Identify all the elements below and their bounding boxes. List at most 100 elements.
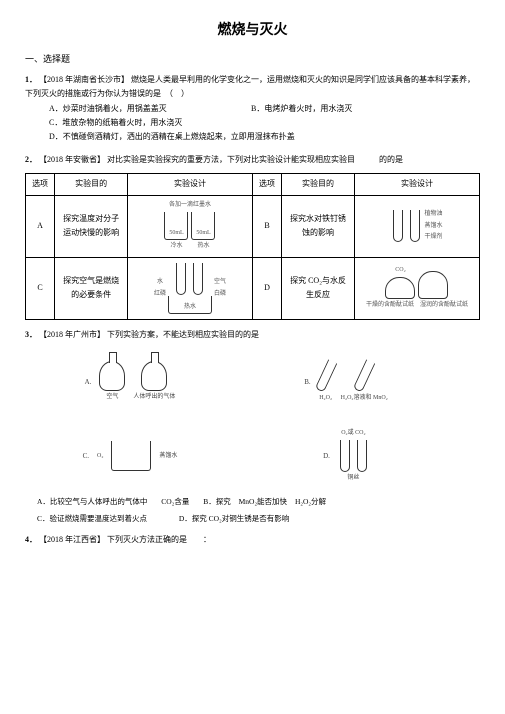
test-tube-icon [353, 359, 376, 392]
cell-b-design: 植物油 蒸馏水 干燥剂 [354, 195, 479, 257]
label-ink: 各加一滴红墨水 [169, 200, 211, 211]
q1-a-text: A．炒菜时油锅着火，用锅盖盖灭 [49, 102, 249, 116]
label-water: 蒸馏水 [424, 221, 442, 232]
th-opt2: 选项 [252, 174, 281, 195]
q4-source: 【2018 年江西省】 [39, 535, 105, 544]
beaker-icon: 热水 [168, 296, 212, 314]
label-redp: 红磷 [154, 289, 166, 300]
label-air: 空气 [106, 392, 118, 403]
diag-tag: B. [304, 376, 310, 389]
test-tube-icon [193, 263, 203, 295]
label-dry: 干燥剂 [424, 232, 442, 243]
q3-source: 【2018 年广州市】 [39, 330, 105, 339]
q3-num: 3． [25, 330, 37, 339]
th-design: 实验设计 [128, 174, 253, 195]
q3-opt-d: D．探究 CO₂对铜生锈是否有影响 [179, 514, 289, 523]
q3-opt-a2: CO₂含量 [161, 497, 189, 506]
cell-a-purpose: 探究温度对分子运动快慢的影响 [55, 195, 128, 257]
label-whitep: 白磷 [214, 289, 226, 300]
label-hot: 热水 [197, 241, 209, 252]
q1-opt-d: D．不慎碰倒酒精灯，洒出的酒精在桌上燃烧起来，立即用湿抹布扑盖 [25, 130, 480, 144]
table-row: A 探究温度对分子运动快慢的影响 各加一滴红墨水 50mL 冷水 50mL 热水 [26, 195, 480, 257]
label-h2o2: H₂O₂ [319, 393, 332, 404]
beaker-icon [111, 441, 151, 471]
question-1: 1． 【2018 年湖南省长沙市】 燃烧是人类最早利用的化学变化之一，运用燃烧和… [25, 73, 480, 145]
q1-b-text: B．电烤炉着火时，用水浇灭 [251, 104, 352, 113]
label-copper: 铜丝 [347, 473, 359, 484]
q1-source: 【2018 年湖南省长沙市】 [39, 75, 129, 84]
diag-tag: C. [83, 450, 89, 463]
q3-options-row2: C．验证燃烧需要温度达到着火点 D．探究 CO₂对铜生锈是否有影响 [25, 513, 480, 526]
jar-icon [385, 277, 415, 299]
q4-stem: 下列灭火方法正确的是 ： [107, 535, 211, 544]
beaker-label: 50mL [169, 228, 183, 239]
q3-diagram-b: B. H₂O₂ H₂O₂溶液和 MnO₂ [241, 348, 451, 416]
th-purpose2: 实验目的 [282, 174, 355, 195]
q2-num: 2． [25, 155, 37, 164]
label-cold: 冷水 [170, 241, 182, 252]
cell-d-opt: D [252, 257, 281, 319]
diag-tag: A. [85, 376, 92, 389]
question-4: 4． 【2018 年江西省】 下列灭火方法正确的是 ： [25, 533, 480, 547]
label-o2co2: O₂或 CO₂ [341, 428, 365, 439]
q4-num: 4． [25, 535, 37, 544]
th-design2: 实验设计 [354, 174, 479, 195]
beaker-label: 50mL [196, 228, 210, 239]
cell-b-opt: B [252, 195, 281, 257]
q3-diagram-c: C. O₂ 蒸馏水 [25, 422, 235, 490]
label-hotwater: 热水 [184, 302, 196, 313]
cell-b-purpose: 探究水对铁钉锈蚀的影响 [282, 195, 355, 257]
q2-table: 选项 实验目的 实验设计 选项 实验目的 实验设计 A 探究温度对分子运动快慢的… [25, 173, 480, 319]
label-dry-paper: 干燥的含酚酞试纸 [366, 300, 414, 311]
table-row: C 探究空气是燃烧的必要条件 水 红磷 热水 空气 白磷 [26, 257, 480, 319]
beaker-icon: 50mL [191, 212, 215, 240]
cell-a-design: 各加一滴红墨水 50mL 冷水 50mL 热水 [128, 195, 253, 257]
test-tube-icon [340, 440, 350, 472]
flask-icon [99, 361, 125, 391]
cell-c-purpose: 探究空气是燃烧的必要条件 [55, 257, 128, 319]
cell-a-opt: A [26, 195, 55, 257]
q3-stem: 下列实验方案，不能达到相应实验目的的是 [107, 330, 259, 339]
label-distilled: 蒸馏水 [159, 451, 177, 462]
label-oil: 植物油 [424, 209, 442, 220]
th-purpose: 实验目的 [55, 174, 128, 195]
q2-stem: 对比实验是实验探究的重要方法，下列对比实验设计能实现相应实验目 的的是 [107, 155, 403, 164]
q3-opt-a: A．比较空气与人体呼出的气体中 [37, 497, 147, 506]
test-tube-icon [357, 440, 367, 472]
q3-opt-b: B．探究 [203, 497, 231, 506]
cell-c-design: 水 红磷 热水 空气 白磷 [128, 257, 253, 319]
jar-icon [418, 271, 448, 299]
label-wet-paper: 湿润的含酚酞试纸 [420, 300, 468, 311]
question-3: 3． 【2018 年广州市】 下列实验方案，不能达到相应实验目的的是 A. 空气… [25, 328, 480, 526]
label-water: 水 [157, 277, 163, 288]
q3-diagram-a: A. 空气 人体呼出的气体 [25, 348, 235, 416]
flask-icon [141, 361, 167, 391]
label-co2: CO₂ [395, 265, 405, 276]
test-tube-icon [314, 359, 337, 392]
q3-diagram-d: D. O₂或 CO₂ 铜丝 [241, 422, 451, 490]
q2-source: 【2018 年安徽省】 [39, 155, 105, 164]
q3-opt-c: C．验证燃烧需要温度达到着火点 [37, 514, 147, 523]
q3-options-row1: A．比较空气与人体呼出的气体中 CO₂含量 B．探究 MnO₂能否加快 H₂O₂… [25, 496, 480, 509]
test-tube-icon [393, 210, 403, 242]
q1-num: 1． [25, 75, 37, 84]
label-breath: 人体呼出的气体 [133, 392, 175, 403]
cell-d-design: CO₂ 干燥的含酚酞试纸 湿润的含酚酞试纸 [354, 257, 479, 319]
diag-tag: D. [323, 450, 330, 463]
label-h2o2-mno2: H₂O₂溶液和 MnO₂ [341, 393, 388, 404]
test-tube-icon [176, 263, 186, 295]
q1-opt-c: C．堆放杂物的纸箱着火时，用水浇灭 [25, 116, 480, 130]
test-tube-icon [410, 210, 420, 242]
cell-c-opt: C [26, 257, 55, 319]
page-title: 燃烧与灭火 [25, 20, 480, 42]
q1-opt-a: A．炒菜时油锅着火，用锅盖盖灭 B．电烤炉着火时，用水浇灭 [25, 102, 480, 116]
beaker-icon: 50mL [164, 212, 188, 240]
q3-opt-b2: MnO₂能否加快 [239, 497, 287, 506]
cell-d-purpose: 探究 CO₂与水反生反应 [282, 257, 355, 319]
section-header: 一、选择题 [25, 52, 480, 66]
q3-opt-b3: H₂O₂分解 [295, 497, 326, 506]
label-o2: O₂ [97, 451, 103, 462]
question-2: 2． 【2018 年安徽省】 对比实验是实验探究的重要方法，下列对比实验设计能实… [25, 153, 480, 320]
label-air: 空气 [214, 277, 226, 288]
th-opt: 选项 [26, 174, 55, 195]
